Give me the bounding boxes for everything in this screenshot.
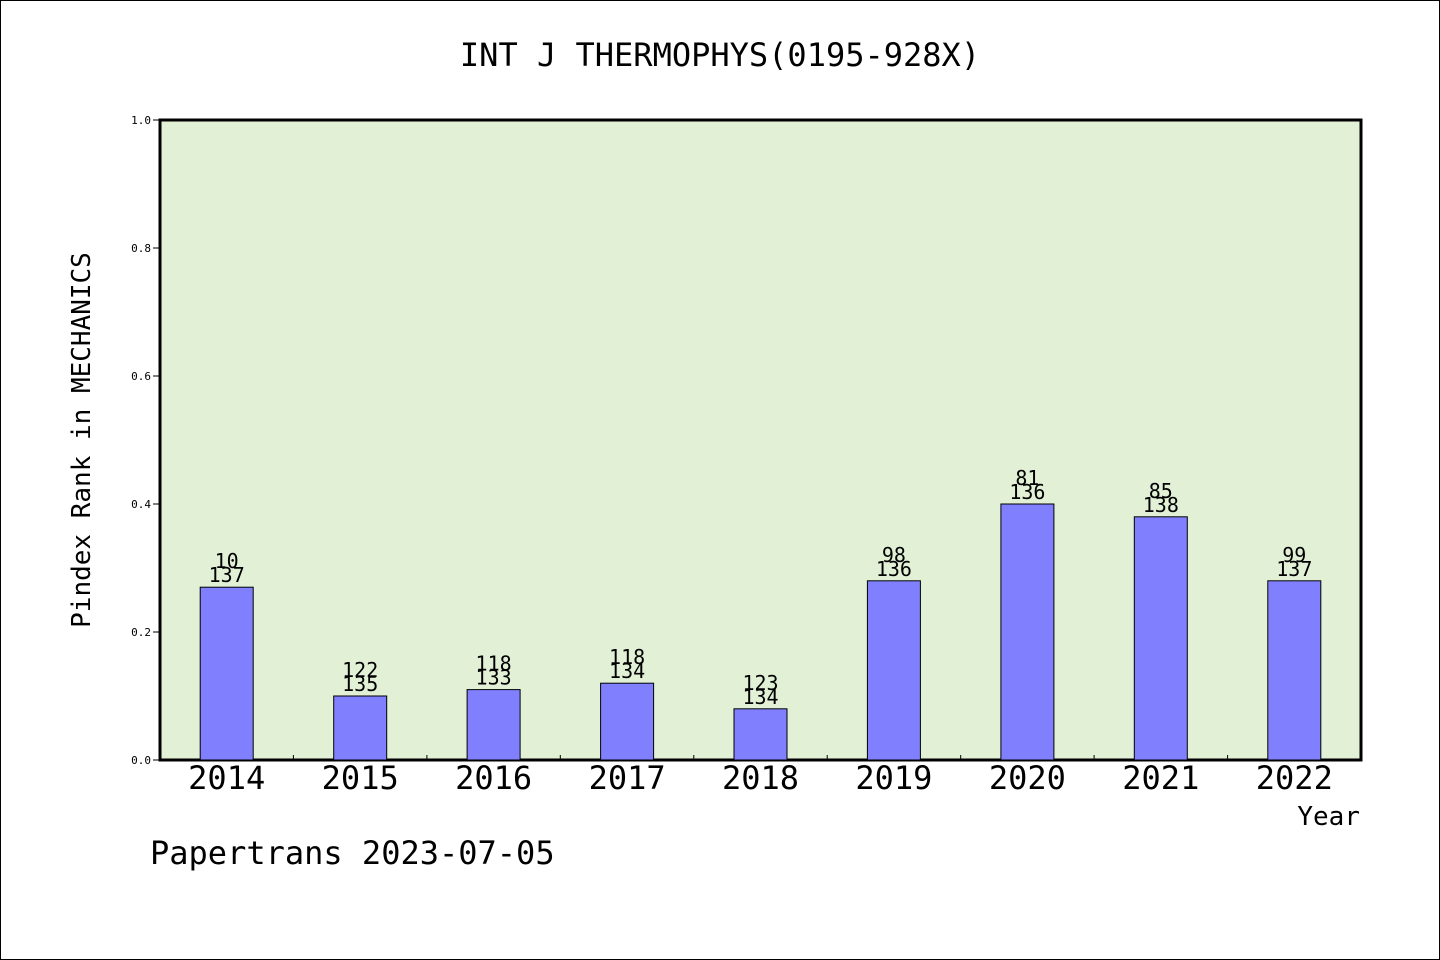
bar-2015 <box>333 695 388 761</box>
bar-2021 <box>1133 516 1188 761</box>
x-tick-label-2020: 2020 <box>989 759 1066 797</box>
bar-2016 <box>466 689 521 761</box>
y-tick-label-0.4: 0.4 <box>131 498 151 511</box>
data-label-bottom-2018: 134 <box>742 685 778 709</box>
bar-2018 <box>733 708 788 761</box>
data-label-top-2022: 99 <box>1282 543 1306 567</box>
y-tick-label-1.0: 1.0 <box>131 114 151 127</box>
bar-2017 <box>600 682 655 761</box>
y-axis-label: Pindex Rank in MECHANICS <box>67 252 97 628</box>
x-tick-label-2021: 2021 <box>1122 759 1199 797</box>
x-tick-label-2014: 2014 <box>188 759 265 797</box>
data-label-bottom-2021: 138 <box>1143 493 1179 517</box>
y-tick-label-0.6: 0.6 <box>131 370 151 383</box>
data-label-top-2021: 85 <box>1149 479 1173 503</box>
bar-2020 <box>1000 503 1055 761</box>
y-tick-label-0.0: 0.0 <box>131 754 151 767</box>
data-label-bottom-2017: 134 <box>609 659 645 683</box>
x-tick-label-2015: 2015 <box>322 759 399 797</box>
bar-2014 <box>199 586 254 761</box>
data-label-bottom-2019: 136 <box>876 557 912 581</box>
bar-2022 <box>1267 580 1322 761</box>
x-tick-label-2017: 2017 <box>589 759 666 797</box>
data-label-top-2019: 98 <box>882 543 906 567</box>
x-axis-label: Year <box>1297 802 1360 832</box>
data-label-bottom-2020: 136 <box>1009 480 1045 504</box>
data-label-top-2016: 118 <box>476 652 512 676</box>
data-label-top-2014: 10 <box>215 549 239 573</box>
chart-title: INT J THERMOPHYS(0195-928X) <box>460 36 980 74</box>
data-label-top-2015: 122 <box>342 658 378 682</box>
data-label-bottom-2014: 137 <box>209 563 245 587</box>
data-label-top-2020: 81 <box>1015 466 1039 490</box>
bar-2019 <box>866 580 921 761</box>
data-label-bottom-2022: 137 <box>1276 557 1312 581</box>
data-label-bottom-2015: 135 <box>342 672 378 696</box>
y-tick-label-0.8: 0.8 <box>131 242 151 255</box>
data-label-top-2017: 118 <box>609 645 645 669</box>
x-tick-label-2022: 2022 <box>1256 759 1333 797</box>
y-axis: 0.0 0.2 0.4 0.6 0.8 1.0 <box>131 114 160 767</box>
x-tick-label-2018: 2018 <box>722 759 799 797</box>
footer-credit: Papertrans 2023-07-05 <box>150 834 555 872</box>
bars-group <box>199 503 1322 761</box>
x-tick-label-2019: 2019 <box>855 759 932 797</box>
data-label-bottom-2016: 133 <box>476 666 512 690</box>
y-tick-label-0.2: 0.2 <box>131 626 151 639</box>
x-axis: 2014 2015 2016 2017 2018 2019 2020 2021 2022 <box>188 755 1333 797</box>
x-tick-label-2016: 2016 <box>455 759 532 797</box>
data-label-top-2018: 123 <box>742 671 778 695</box>
